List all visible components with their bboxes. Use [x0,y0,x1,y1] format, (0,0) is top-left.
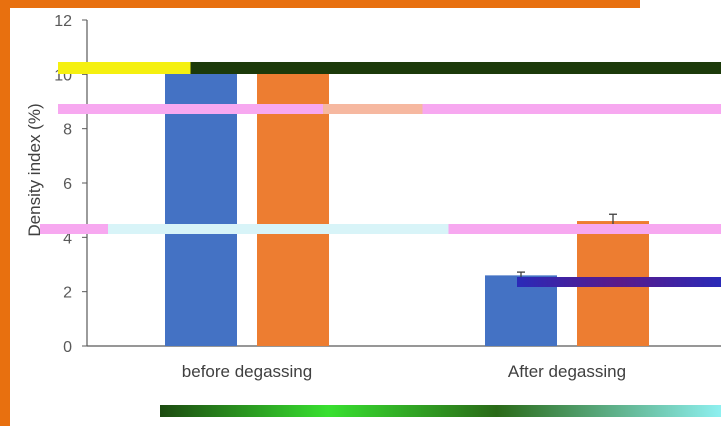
artifact-stripe [58,62,721,74]
y-tick-label: 8 [63,122,72,139]
y-tick-label: 0 [63,339,72,356]
y-tick-label: 2 [63,285,72,302]
x-category-label: After degassing [508,362,626,381]
x-category-label: before degassing [182,362,312,381]
artifact-stripe [40,224,721,234]
artifact-stripe [160,405,721,417]
y-axis-title: Density index (%) [25,103,44,236]
artifact-stripe [517,277,721,287]
y-tick-label: 12 [54,13,72,30]
artifact-stripe [58,104,721,114]
y-tick-label: 6 [63,176,72,193]
